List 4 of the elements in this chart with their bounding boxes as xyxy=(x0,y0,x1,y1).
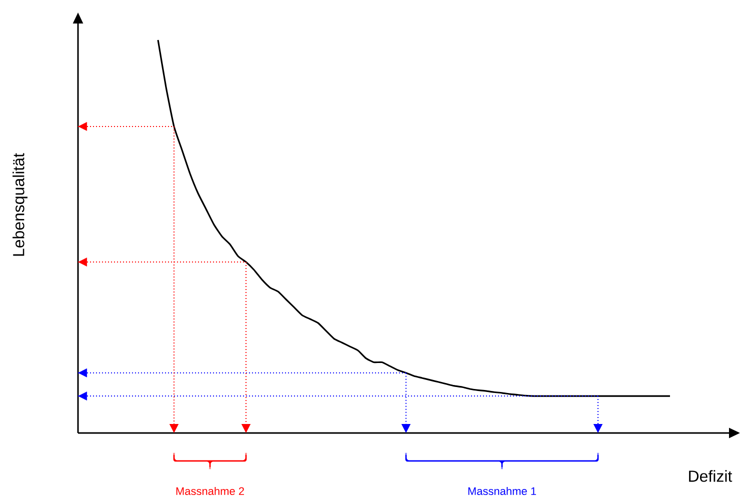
text: Massnahme 2 xyxy=(176,486,244,496)
text: Massnahme 1 xyxy=(468,486,536,496)
x-axis-title: Defizit xyxy=(689,470,732,482)
y-axis-title: Lebensqualität xyxy=(12,153,28,256)
